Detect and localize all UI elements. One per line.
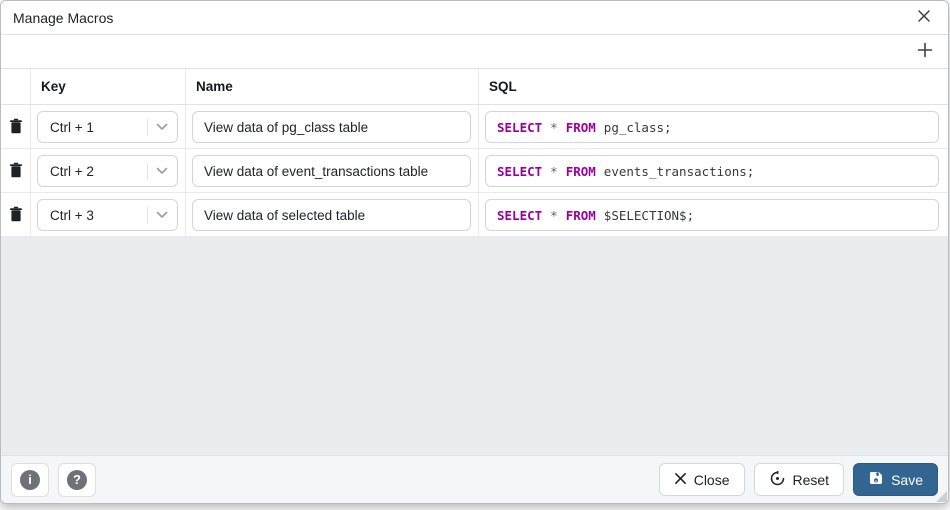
trash-icon: [9, 118, 23, 137]
macros-table-header: Key Name SQL: [1, 68, 948, 105]
info-icon: i: [20, 469, 40, 490]
info-button[interactable]: i: [11, 462, 49, 497]
macro-row: Ctrl + 2 SELECT * FROM events_transactio…: [1, 149, 948, 193]
save-icon: [868, 470, 884, 489]
sql-operator: *: [550, 163, 558, 179]
sql-text: $SELECTION$;: [603, 207, 695, 223]
sql-keyword: FROM: [565, 119, 596, 135]
column-header-sql: SQL: [489, 79, 517, 94]
sql-editor[interactable]: SELECT * FROM pg_class;: [485, 111, 939, 143]
sql-text: events_transactions;: [603, 163, 755, 179]
sql-keyword: FROM: [565, 207, 596, 223]
close-icon: [674, 472, 687, 488]
macros-toolbar: [1, 35, 948, 68]
reset-icon: [769, 470, 786, 490]
reset-button[interactable]: Reset: [753, 463, 845, 496]
name-input[interactable]: [192, 111, 471, 143]
delete-macro-button[interactable]: [5, 202, 27, 229]
column-header-actions: [1, 69, 31, 104]
resize-handle[interactable]: [936, 491, 947, 502]
close-button[interactable]: Close: [658, 463, 745, 496]
macro-row: Ctrl + 3 SELECT * FROM $SELECTION$;: [1, 193, 948, 237]
macros-table: Key Name SQL Ctrl + 1: [1, 68, 948, 237]
dialog-titlebar: Manage Macros: [1, 1, 948, 35]
sql-keyword: SELECT: [497, 119, 543, 135]
close-icon: [916, 8, 932, 27]
trash-icon: [9, 162, 23, 181]
save-button-label: Save: [891, 471, 923, 488]
chevron-down-icon: [156, 206, 168, 224]
reset-button-label: Reset: [792, 471, 830, 488]
dialog-footer: i ? Close Reset: [1, 455, 948, 503]
add-macro-button[interactable]: [912, 37, 938, 66]
close-button-label: Close: [693, 471, 730, 488]
key-select-value: Ctrl + 2: [50, 163, 94, 179]
sql-editor[interactable]: SELECT * FROM $SELECTION$;: [485, 199, 939, 231]
sql-operator: *: [550, 207, 558, 223]
dialog-body-empty-area: [1, 237, 948, 455]
delete-macro-button[interactable]: [5, 114, 27, 141]
sql-text: pg_class;: [603, 119, 672, 135]
key-select[interactable]: Ctrl + 2: [37, 155, 178, 187]
chevron-down-icon: [156, 118, 168, 136]
key-select-value: Ctrl + 3: [50, 207, 94, 223]
delete-macro-button[interactable]: [5, 158, 27, 185]
dialog-close-button[interactable]: [912, 4, 936, 31]
help-button[interactable]: ?: [58, 462, 96, 497]
column-header-key: Key: [31, 69, 186, 104]
sql-keyword: FROM: [565, 163, 596, 179]
sql-keyword: SELECT: [497, 163, 543, 179]
name-input[interactable]: [192, 199, 471, 231]
sql-editor[interactable]: SELECT * FROM events_transactions;: [485, 155, 939, 187]
save-button[interactable]: Save: [853, 463, 938, 496]
trash-icon: [9, 206, 23, 225]
key-select-value: Ctrl + 1: [50, 119, 94, 135]
column-header-name: Name: [186, 69, 479, 104]
sql-operator: *: [550, 119, 558, 135]
dialog-title: Manage Macros: [13, 9, 114, 26]
help-icon: ?: [67, 469, 87, 490]
macro-row: Ctrl + 1 SELECT * FROM pg_class;: [1, 105, 948, 149]
key-select[interactable]: Ctrl + 3: [37, 199, 178, 231]
chevron-down-icon: [156, 162, 168, 180]
key-select[interactable]: Ctrl + 1: [37, 111, 178, 143]
plus-icon: [916, 41, 934, 62]
sql-keyword: SELECT: [497, 207, 543, 223]
name-input[interactable]: [192, 155, 471, 187]
